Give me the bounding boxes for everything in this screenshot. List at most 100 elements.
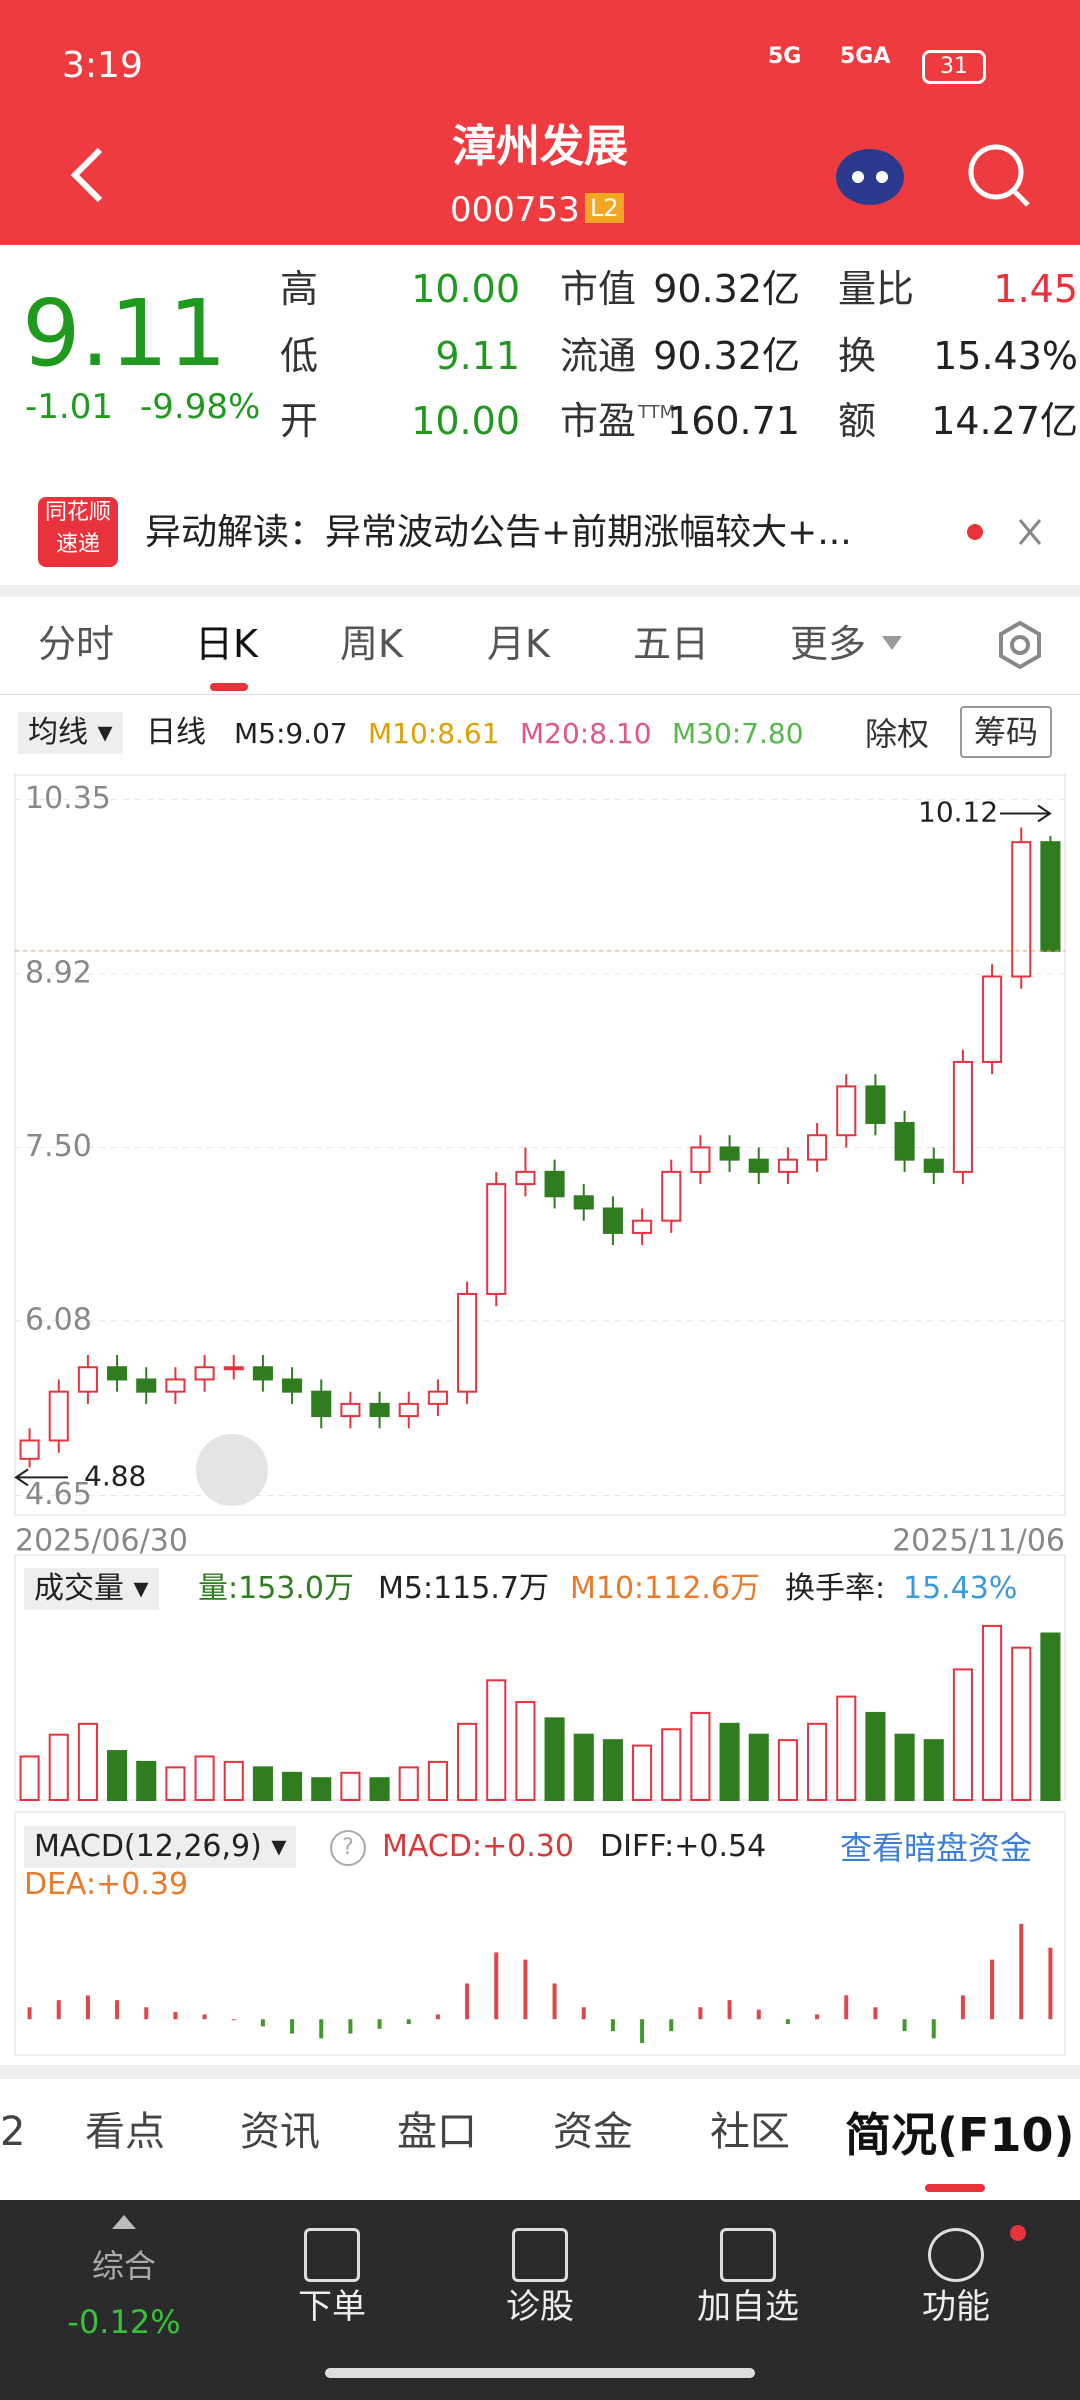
period-tab[interactable]: 月K: [487, 622, 550, 666]
volume-bar: [340, 1771, 361, 1801]
volume-bar: [136, 1760, 157, 1801]
ma-label: M30:7.80: [672, 717, 804, 750]
volume-bar: [661, 1728, 682, 1801]
candle-body: [340, 1402, 361, 1418]
period-tab[interactable]: 分时: [38, 622, 115, 666]
period-tab[interactable]: 周K: [340, 622, 403, 666]
info-tab[interactable]: 2: [0, 2109, 26, 2155]
macd-bar: [815, 2014, 820, 2020]
volume-bar: [690, 1711, 711, 1801]
nav-label[interactable]: 加自选: [697, 2287, 799, 2327]
volume-bar: [48, 1733, 69, 1802]
info-tab[interactable]: 盘口: [397, 2109, 477, 2155]
nav-label[interactable]: 诊股: [506, 2287, 574, 2327]
volume-bar: [486, 1679, 507, 1801]
field-label: 换: [838, 334, 877, 378]
candle-body: [457, 1292, 478, 1393]
info-tab[interactable]: 资金: [553, 2109, 633, 2155]
candle-body: [165, 1378, 186, 1393]
macd-selector-label: MACD(12,26,9): [34, 1829, 262, 1864]
assistant-icon[interactable]: [836, 149, 904, 205]
info-tab[interactable]: 资讯: [240, 2109, 320, 2155]
logo-top: 同花顺: [44, 500, 111, 525]
field-value: 15.43%: [933, 334, 1078, 378]
chips-button[interactable]: 筹码: [960, 706, 1053, 758]
info-tab[interactable]: 看点: [85, 2109, 165, 2155]
volume-label: 量:153.0万: [198, 1571, 354, 1606]
nav-badge: [1010, 2225, 1026, 2241]
volume-bar: [369, 1777, 390, 1802]
macd-selector[interactable]: MACD(12,26,9) ▾: [24, 1826, 297, 1868]
macd-bar: [27, 2007, 32, 2020]
info-tab[interactable]: 社区: [710, 2109, 790, 2155]
field-value: 14.27亿: [931, 399, 1078, 443]
macd-bar: [348, 2019, 353, 2034]
turnover-label: 换手率:: [785, 1571, 886, 1606]
news-text[interactable]: 异动解读：异常波动公告+前期涨幅较大+...: [145, 512, 852, 553]
ma-selector[interactable]: 均线 ▾: [18, 712, 123, 754]
candle-body: [690, 1146, 711, 1173]
ma-label: M10:8.61: [368, 717, 500, 750]
volume-selector[interactable]: 成交量 ▾: [24, 1568, 159, 1610]
volume-bar: [427, 1760, 448, 1801]
settings-icon[interactable]: [990, 615, 1050, 675]
macd-frame: [14, 1811, 1066, 2056]
adjust[interactable]: 除权: [865, 715, 930, 753]
dark-pool-link[interactable]: 查看暗盘资金: [840, 1829, 1033, 1867]
field-value: 10.00: [411, 267, 520, 311]
macd-bar: [1019, 1923, 1024, 2020]
close-button[interactable]: [1018, 519, 1042, 545]
change-pct: -9.98%: [140, 387, 261, 427]
macd-bar: [610, 2019, 615, 2032]
macd-bar: [406, 2019, 411, 2024]
candle-body: [602, 1207, 623, 1234]
help-icon[interactable]: ?: [330, 1830, 366, 1866]
candle-body: [1011, 841, 1032, 978]
field-value: 160.71: [667, 399, 800, 443]
field-label: 额: [838, 399, 877, 443]
candle-body: [107, 1366, 128, 1381]
volume-bar: [252, 1766, 273, 1801]
period-tab[interactable]: 日K: [195, 622, 258, 666]
period-tab[interactable]: 更多: [790, 622, 867, 666]
candle-body: [573, 1195, 594, 1210]
l2-badge: L2: [585, 193, 624, 223]
candle-body: [369, 1402, 390, 1418]
field-label: 量比: [838, 267, 915, 311]
info-tab[interactable]: 简况(F10): [845, 2108, 1075, 2162]
separator: [0, 2065, 1080, 2079]
nav-label[interactable]: 功能: [922, 2287, 990, 2327]
candle-body: [807, 1134, 828, 1161]
volume-bar: [544, 1717, 565, 1801]
macd-bar: [260, 2019, 265, 2027]
nav-label[interactable]: 下单: [298, 2287, 366, 2327]
field-value: 90.32亿: [653, 334, 800, 378]
kline-frame: [14, 774, 1066, 1516]
volume-bar: [836, 1695, 857, 1802]
unread-dot: [967, 524, 983, 540]
max-label: 10.12: [918, 796, 998, 829]
volume-bar: [311, 1777, 332, 1802]
volume-bar: [77, 1722, 98, 1801]
y-tick-label: 7.50: [25, 1129, 92, 1164]
macd-bar: [319, 2019, 324, 2039]
candle-body: [252, 1366, 273, 1381]
candle-body: [194, 1366, 215, 1381]
search-icon[interactable]: [968, 144, 1030, 207]
volume-bar: [223, 1760, 244, 1801]
status-time: 3:19: [62, 45, 143, 86]
candle-body: [982, 975, 1003, 1063]
volume-bar: [602, 1739, 623, 1802]
period-tab[interactable]: 五日: [633, 622, 710, 666]
home-indicator: [325, 2368, 755, 2378]
ma-label: M5:9.07: [234, 717, 348, 750]
back-button[interactable]: [70, 147, 103, 203]
macd-bar: [669, 2019, 674, 2032]
candle-body: [632, 1219, 653, 1234]
field-label: 开: [280, 399, 319, 443]
stock-name: 漳州发展: [452, 121, 628, 172]
nav-label[interactable]: 综合: [91, 2247, 156, 2285]
field-label: 流通: [560, 334, 637, 378]
nav-icon: [720, 2228, 776, 2282]
